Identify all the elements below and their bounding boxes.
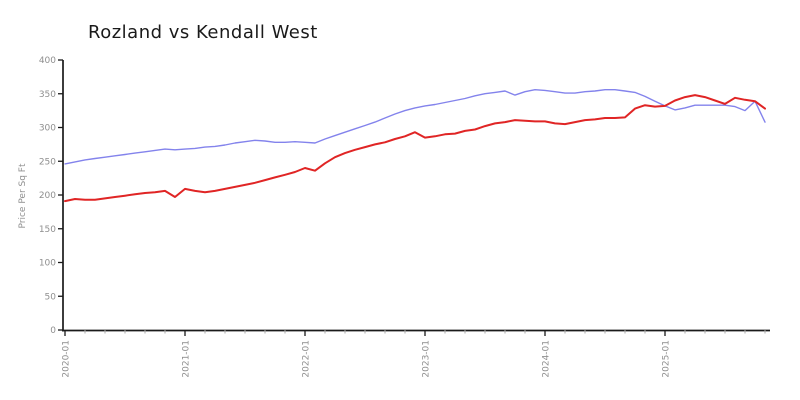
x-tick-label: 2024-01 xyxy=(542,340,552,378)
line-rozland xyxy=(64,88,766,165)
y-tick-label: 400 xyxy=(39,56,56,66)
y-tick-label: 350 xyxy=(39,90,56,100)
y-tick-label: 50 xyxy=(45,292,57,302)
x-tick-label: 2023-01 xyxy=(422,340,432,378)
y-tick-label: 300 xyxy=(39,124,56,134)
x-tick-label: 2020-01 xyxy=(62,340,72,378)
x-tick-label: 2025-01 xyxy=(662,340,672,378)
chart-title: Rozland vs Kendall West xyxy=(88,22,318,43)
y-tick-label: 150 xyxy=(39,225,56,235)
y-tick-label: 100 xyxy=(39,259,56,269)
y-tick-label: 0 xyxy=(50,326,56,336)
y-tick-label: 250 xyxy=(39,157,56,167)
x-tick-label: 2021-01 xyxy=(182,340,192,378)
x-tick-label: 2022-01 xyxy=(302,340,312,378)
y-axis-label: Price Per Sq Ft xyxy=(18,163,28,228)
line-kendall-west xyxy=(64,94,766,203)
y-tick-label: 200 xyxy=(39,191,56,201)
